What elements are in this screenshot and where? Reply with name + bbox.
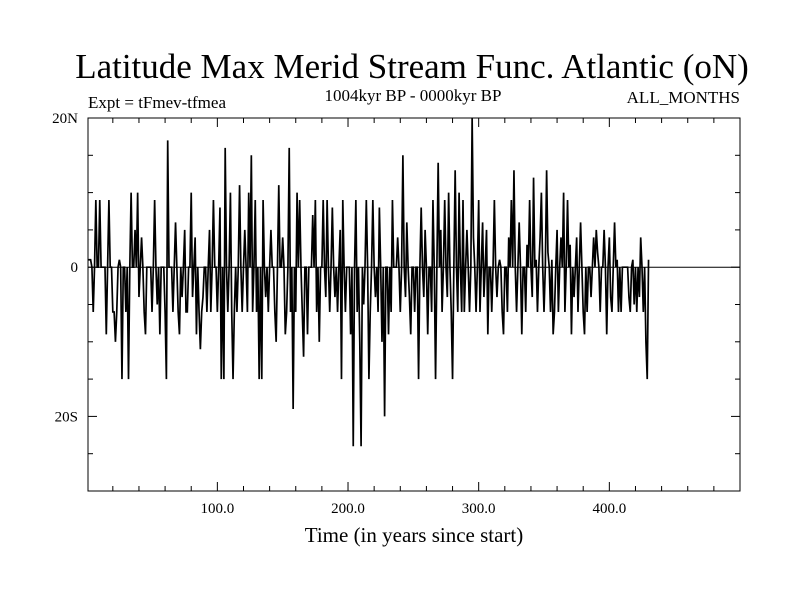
chart-title: Latitude Max Merid Stream Func. Atlantic… [75,47,749,86]
x-axis-label: Time (in years since start) [305,523,524,547]
plot-frame [87,117,741,492]
chart-subtitle-center: 1004kyr BP - 0000kyr BP [325,86,502,105]
x-tick-label: 100.0 [200,501,234,517]
y-tick-label: 20N [52,111,78,127]
x-tick-label: 200.0 [331,501,365,517]
plot-area: 100.0 200.0 300.0 400.0 20N 0 20S [52,111,741,517]
chart-subtitle-right: ALL_MONTHS [627,88,740,107]
series-line [88,117,650,447]
x-tick-label: 400.0 [592,501,626,517]
x-tick-label: 300.0 [462,501,496,517]
y-tick-label: 20S [55,409,78,425]
y-tick-label: 0 [71,260,79,276]
chart-subtitle-left: Expt = tFmev-tfmea [88,93,226,112]
